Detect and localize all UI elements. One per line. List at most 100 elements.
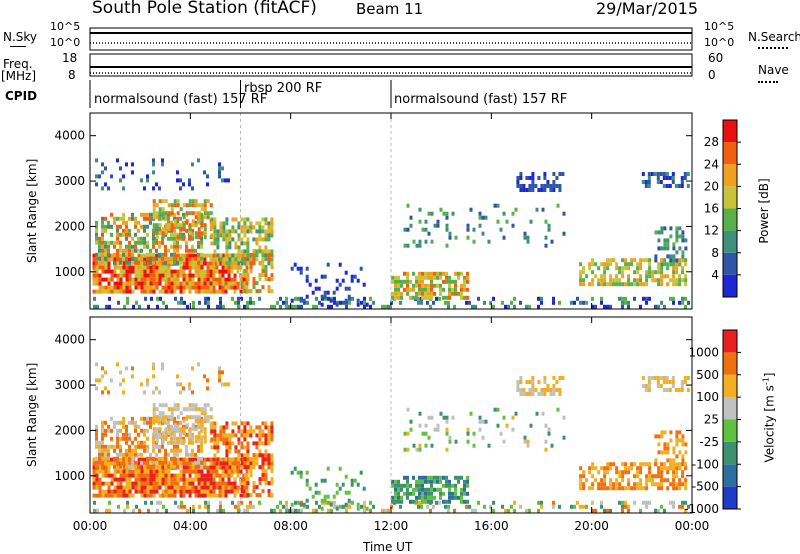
velocity-cell: [165, 508, 168, 513]
velocity-cell: [264, 441, 268, 446]
velocity-cell: [170, 456, 173, 461]
power-cell: [344, 298, 348, 303]
velocity-colorbar-swatch: [723, 330, 737, 353]
velocity-cell: [131, 448, 134, 453]
power-cell: [225, 245, 229, 250]
power-cell: [110, 273, 114, 278]
power-cell: [96, 304, 99, 309]
velocity-cell: [669, 458, 673, 463]
power-cell: [191, 162, 194, 167]
power-cell: [206, 289, 210, 294]
power-cell: [152, 240, 155, 245]
power-cell: [240, 229, 244, 234]
velocity-cell: [173, 493, 177, 498]
velocity-cell: [681, 434, 685, 439]
velocity-cell: [96, 508, 99, 513]
velocity-cell: [418, 411, 422, 416]
power-cell: [519, 300, 522, 305]
power-cell: [179, 253, 183, 258]
velocity-cell: [648, 470, 652, 475]
velocity-cell: [180, 504, 183, 509]
velocity-cell: [603, 482, 607, 487]
power-cell: [131, 265, 135, 270]
power-cell: [101, 269, 105, 274]
power-cell: [454, 283, 457, 288]
velocity-cell: [234, 449, 238, 454]
power-cell: [412, 287, 415, 292]
power-cell: [179, 178, 182, 183]
velocity-cell: [430, 499, 433, 504]
velocity-cell: [105, 508, 108, 513]
power-cell: [657, 266, 661, 271]
power-cell: [161, 227, 165, 232]
power-cell: [179, 289, 183, 294]
velocity-cell: [267, 493, 271, 498]
power-cell: [134, 285, 138, 290]
power-cell: [200, 273, 204, 278]
velocity-cell: [203, 403, 207, 408]
velocity-cell: [107, 485, 111, 490]
velocity-cell: [406, 475, 409, 480]
power-cell: [119, 277, 123, 282]
x-tick-label: 00:00: [675, 519, 710, 533]
power-cell: [615, 278, 619, 283]
power-cell: [188, 265, 192, 270]
power-cell: [143, 281, 147, 286]
velocity-cell: [293, 466, 297, 471]
velocity-cell: [406, 491, 409, 496]
power-cell: [113, 269, 117, 274]
velocity-cell: [492, 500, 495, 505]
velocity-cell: [603, 466, 607, 471]
power-cell: [245, 281, 249, 286]
power-cell: [161, 199, 165, 204]
power-cell: [683, 176, 687, 180]
power-cell: [353, 274, 357, 279]
velocity-cell: [116, 485, 120, 490]
velocity-cell: [465, 504, 468, 509]
velocity-cell: [125, 477, 129, 482]
power-cell: [320, 294, 324, 299]
power-cell: [212, 253, 216, 258]
power-cell: [430, 283, 433, 288]
power-cell: [252, 281, 256, 286]
velocity-cell: [203, 407, 207, 412]
power-cell: [170, 220, 173, 225]
power-cell: [113, 216, 116, 221]
velocity-cell: [216, 445, 220, 450]
velocity-cell: [415, 499, 418, 504]
power-cell: [430, 271, 433, 276]
velocity-cell: [609, 466, 613, 471]
power-cell: [161, 289, 165, 294]
velocity-cell: [204, 500, 207, 505]
power-cell: [98, 261, 102, 266]
power-cell: [173, 203, 177, 208]
power-cell: [188, 227, 192, 232]
velocity-cell: [240, 421, 244, 426]
power-cell: [125, 162, 128, 167]
velocity-cell: [621, 508, 624, 513]
power-cell: [415, 243, 419, 248]
power-cell: [213, 237, 217, 242]
power-cell: [224, 178, 227, 183]
velocity-cell: [243, 433, 247, 438]
velocity-cell: [409, 419, 413, 424]
velocity-cell: [415, 495, 418, 500]
power-cell: [300, 304, 303, 309]
power-cell: [348, 296, 351, 301]
power-cell: [122, 232, 125, 237]
power-cell: [267, 257, 271, 262]
velocity-cell: [672, 470, 676, 475]
velocity-cell: [143, 444, 146, 449]
velocity-cell: [261, 457, 265, 462]
power-cell: [562, 231, 566, 236]
power-cell: [630, 282, 634, 287]
velocity-cell: [128, 452, 131, 457]
power-cell: [406, 271, 409, 276]
power-cell: [101, 216, 104, 221]
power-cell: [95, 260, 98, 265]
velocity-cell: [122, 390, 125, 395]
velocity-cell: [445, 483, 448, 488]
power-colorbar-swatch: [723, 186, 737, 209]
power-cell: [218, 174, 221, 179]
power-cell: [207, 304, 210, 309]
